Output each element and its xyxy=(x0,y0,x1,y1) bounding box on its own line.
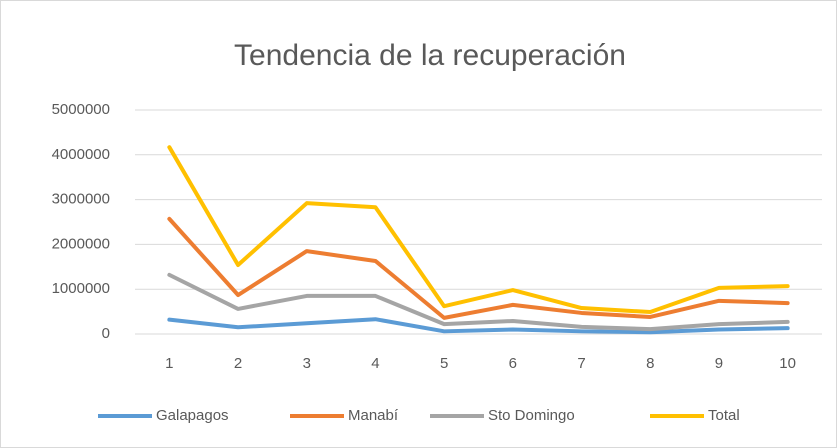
legend-label: Galapagos xyxy=(156,407,229,424)
x-tick-label: 6 xyxy=(509,355,517,372)
series-line xyxy=(167,145,790,315)
legend-label: Sto Domingo xyxy=(488,407,575,424)
y-tick-label: 4000000 xyxy=(52,146,110,163)
y-tick-label: 2000000 xyxy=(52,235,110,252)
x-tick-label: 7 xyxy=(577,355,585,372)
x-tick-label: 2 xyxy=(234,355,242,372)
series-line xyxy=(167,272,790,332)
y-tick-label: 5000000 xyxy=(52,101,110,118)
y-tick-label: 1000000 xyxy=(52,280,110,297)
y-tick-label: 0 xyxy=(102,325,110,342)
x-tick-label: 3 xyxy=(303,355,311,372)
x-tick-label: 1 xyxy=(165,355,173,372)
x-tick-label: 10 xyxy=(779,355,796,372)
x-tick-label: 5 xyxy=(440,355,448,372)
x-tick-label: 8 xyxy=(646,355,654,372)
series-line xyxy=(167,317,790,335)
y-tick-label: 3000000 xyxy=(52,191,110,208)
x-tick-label: 9 xyxy=(715,355,723,372)
chart-title: Tendencia de la recuperación xyxy=(234,39,626,72)
legend-label: Total xyxy=(708,407,740,424)
x-tick-label: 4 xyxy=(371,355,379,372)
series-line xyxy=(167,216,790,320)
legend-label: Manabí xyxy=(348,407,399,424)
